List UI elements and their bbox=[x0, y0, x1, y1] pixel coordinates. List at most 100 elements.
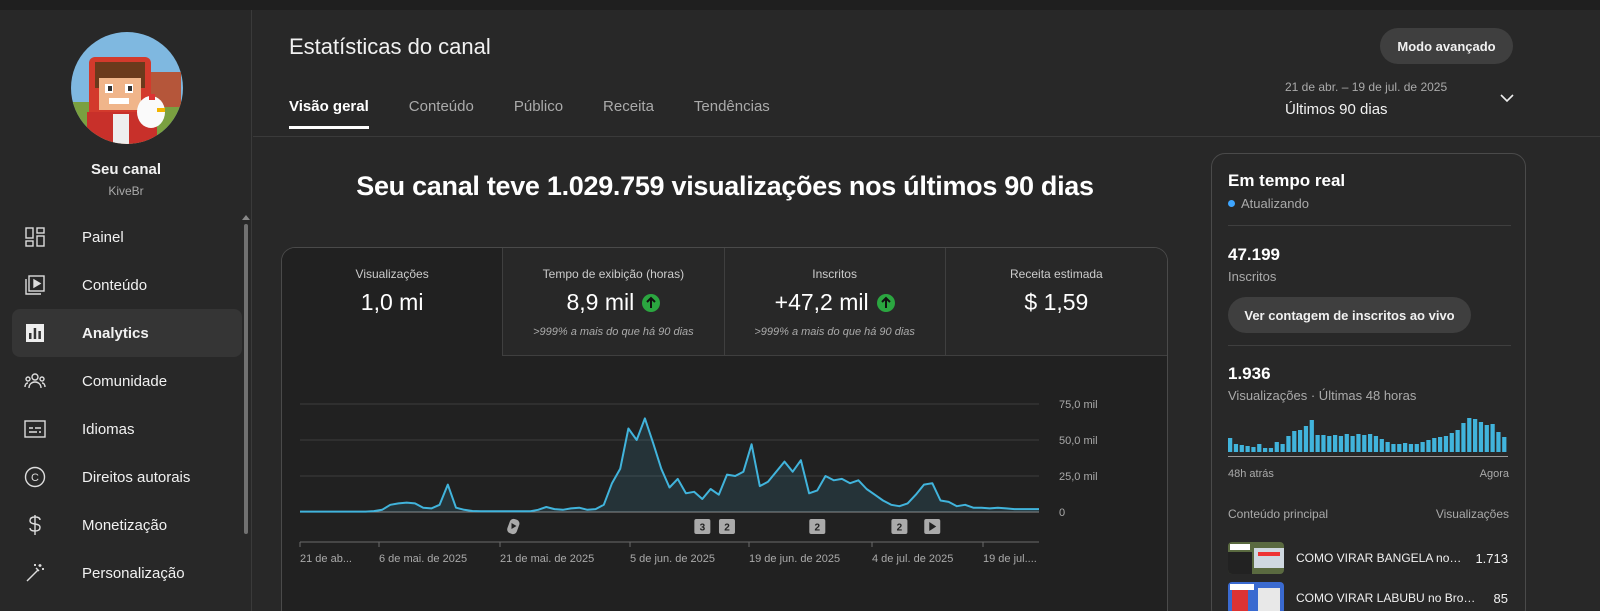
realtime-bar[interactable] bbox=[1321, 435, 1326, 452]
realtime-bar[interactable] bbox=[1490, 424, 1495, 452]
realtime-bar[interactable] bbox=[1344, 434, 1349, 452]
shorts-icon[interactable] bbox=[506, 518, 521, 536]
realtime-bar[interactable] bbox=[1391, 444, 1396, 452]
realtime-bar[interactable] bbox=[1438, 437, 1443, 452]
live-subscriber-count-button[interactable]: Ver contagem de inscritos ao vivo bbox=[1228, 297, 1471, 333]
chart-marker[interactable]: 2 bbox=[891, 519, 908, 534]
sidebar-item-painel[interactable]: Painel bbox=[12, 213, 242, 261]
realtime-bar[interactable] bbox=[1280, 444, 1285, 452]
realtime-bar[interactable] bbox=[1239, 445, 1244, 452]
realtime-bar[interactable] bbox=[1327, 436, 1332, 452]
tab-content[interactable]: Conteúdo bbox=[408, 98, 474, 115]
realtime-bar[interactable] bbox=[1373, 436, 1379, 452]
tab-revenue[interactable]: Receita bbox=[603, 98, 654, 115]
realtime-bar[interactable] bbox=[1362, 435, 1367, 452]
avatar[interactable] bbox=[71, 32, 183, 144]
chart-marker[interactable]: 3 bbox=[694, 519, 711, 534]
realtime-bar[interactable] bbox=[1379, 439, 1384, 452]
x-tick-label: 5 de jun. de 2025 bbox=[630, 553, 715, 565]
metric-views[interactable]: Visualizações 1,0 mi bbox=[282, 248, 504, 356]
realtime-bar[interactable] bbox=[1315, 435, 1320, 452]
realtime-bar[interactable] bbox=[1228, 438, 1233, 452]
tab-bar: Visão geral Conteúdo Público Receita Ten… bbox=[289, 98, 810, 129]
live-dot-icon bbox=[1228, 200, 1235, 207]
realtime-bar[interactable] bbox=[1263, 448, 1268, 452]
realtime-bar[interactable] bbox=[1455, 430, 1460, 452]
realtime-bar[interactable] bbox=[1292, 431, 1297, 452]
realtime-bar[interactable] bbox=[1333, 435, 1338, 452]
sidebar-item-monetizacao[interactable]: Monetização bbox=[12, 501, 242, 549]
y-tick-label: 25,0 mil bbox=[1059, 471, 1098, 483]
realtime-bar-chart[interactable] bbox=[1228, 416, 1508, 452]
realtime-bar[interactable] bbox=[1478, 422, 1484, 452]
chart-marker[interactable]: 2 bbox=[718, 519, 735, 534]
metric-watch-time[interactable]: Tempo de exibição (horas) 8,9 mil >999% … bbox=[503, 248, 725, 356]
realtime-bar[interactable] bbox=[1356, 434, 1361, 452]
realtime-bar[interactable] bbox=[1251, 447, 1256, 452]
svg-text:2: 2 bbox=[815, 523, 821, 534]
scroll-up-arrow[interactable] bbox=[242, 215, 250, 220]
realtime-bar[interactable] bbox=[1408, 444, 1414, 452]
realtime-bar[interactable] bbox=[1484, 425, 1489, 452]
realtime-bar[interactable] bbox=[1274, 442, 1279, 452]
tab-overview[interactable]: Visão geral bbox=[289, 98, 369, 129]
realtime-bar[interactable] bbox=[1414, 444, 1419, 452]
sidebar-nav: Painel Conteúdo Analytics Comunidade Idi… bbox=[12, 213, 242, 597]
realtime-bar[interactable] bbox=[1368, 434, 1373, 452]
realtime-bar[interactable] bbox=[1268, 448, 1274, 452]
realtime-bar[interactable] bbox=[1403, 443, 1408, 452]
chart-marker[interactable]: 2 bbox=[809, 519, 826, 534]
sidebar-item-comunidade[interactable]: Comunidade bbox=[12, 357, 242, 405]
realtime-bar[interactable] bbox=[1420, 442, 1425, 452]
realtime-bar[interactable] bbox=[1496, 432, 1501, 452]
tab-trends[interactable]: Tendências bbox=[693, 98, 770, 115]
metric-subscribers[interactable]: Inscritos +47,2 mil >999% a mais do que … bbox=[724, 248, 946, 356]
realtime-bar[interactable] bbox=[1397, 444, 1402, 452]
series-line-views[interactable] bbox=[300, 417, 1039, 513]
metric-revenue[interactable]: Receita estimada $ 1,59 bbox=[945, 248, 1167, 356]
video-title: COMO VIRAR LABUBU no Brookhaven bbox=[1296, 591, 1480, 605]
date-range-selector[interactable]: 21 de abr. – 19 de jul. de 2025 Últimos … bbox=[1285, 80, 1515, 124]
realtime-bar[interactable] bbox=[1286, 436, 1291, 452]
play-icon[interactable] bbox=[924, 519, 941, 534]
tab-audience[interactable]: Público bbox=[513, 98, 564, 115]
headline: Seu canal teve 1.029.759 visualizações n… bbox=[356, 171, 1094, 201]
sidebar-item-idiomas[interactable]: Idiomas bbox=[12, 405, 242, 453]
sidebar-item-direitos-autorais[interactable]: C Direitos autorais bbox=[12, 453, 242, 501]
list-item[interactable]: COMO VIRAR BANGELA no Brookhaven 1.713 bbox=[1228, 541, 1508, 575]
realtime-bar[interactable] bbox=[1449, 433, 1454, 452]
realtime-bar[interactable] bbox=[1432, 438, 1437, 452]
sidebar-scrollbar[interactable] bbox=[244, 224, 248, 534]
realtime-bar[interactable] bbox=[1467, 418, 1472, 452]
realtime-bar[interactable] bbox=[1309, 420, 1314, 452]
metric-comparison: >999% a mais do que há 90 dias bbox=[754, 326, 915, 338]
realtime-bar[interactable] bbox=[1502, 437, 1507, 452]
realtime-bar[interactable] bbox=[1426, 440, 1431, 452]
realtime-bar[interactable] bbox=[1461, 423, 1466, 452]
header-divider bbox=[253, 136, 1600, 137]
views-column-label: Visualizações bbox=[1435, 507, 1509, 521]
realtime-bar[interactable] bbox=[1257, 444, 1262, 452]
realtime-bar[interactable] bbox=[1303, 426, 1309, 452]
realtime-bar[interactable] bbox=[1245, 446, 1250, 452]
metric-value: $ 1,59 bbox=[1024, 289, 1089, 315]
realtime-views-label: Visualizações · Últimas 48 horas bbox=[1228, 388, 1417, 403]
realtime-bar[interactable] bbox=[1298, 430, 1303, 452]
divider bbox=[1228, 345, 1511, 346]
realtime-bar[interactable] bbox=[1385, 442, 1390, 452]
metric-value: 1,0 mi bbox=[360, 289, 424, 315]
sidebar-item-conteudo[interactable]: Conteúdo bbox=[12, 261, 242, 309]
realtime-bar[interactable] bbox=[1443, 436, 1449, 452]
realtime-left-label: 48h atrás bbox=[1228, 468, 1274, 480]
realtime-bar[interactable] bbox=[1233, 444, 1239, 452]
sidebar-item-analytics[interactable]: Analytics bbox=[12, 309, 242, 357]
sidebar-item-personalizacao[interactable]: Personalização bbox=[12, 549, 242, 597]
list-item[interactable]: COMO VIRAR LABUBU no Brookhaven 85 bbox=[1228, 581, 1508, 611]
realtime-bar[interactable] bbox=[1338, 436, 1344, 452]
video-thumbnail bbox=[1228, 582, 1284, 611]
svg-text:3: 3 bbox=[700, 523, 706, 534]
views-chart[interactable]: 0 25,0 mil 50,0 mil 75,0 mil 3 2 2 2 21 de ab...… bbox=[282, 356, 1167, 611]
advanced-mode-button[interactable]: Modo avançado bbox=[1380, 28, 1513, 64]
realtime-bar[interactable] bbox=[1350, 436, 1355, 452]
realtime-bar[interactable] bbox=[1473, 419, 1478, 452]
